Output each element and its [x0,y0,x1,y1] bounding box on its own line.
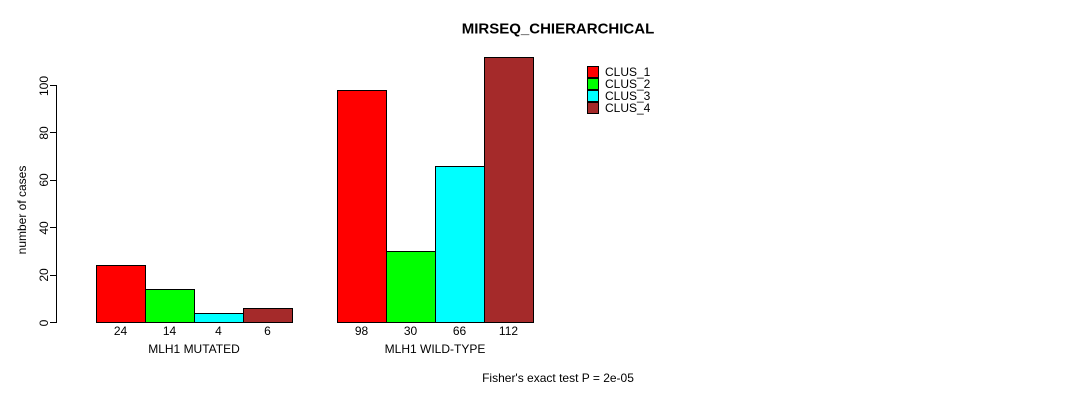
y-tick-label: 100 [37,75,51,96]
legend-item-clus-3: CLUS_3 [587,90,650,102]
group-label-mlh1-wild-type: MLH1 WILD-TYPE [384,342,486,356]
y-axis-line [56,85,57,323]
bar-clus-3-mlh1-wild-type [435,166,485,323]
bar-clus-3-mlh1-mutated [194,313,244,323]
y-tick [50,227,56,229]
y-tick [50,179,56,181]
y-tick [50,274,56,276]
bar-clus-1-mlh1-mutated [96,265,146,323]
chart-title: MIRSEQ_CHIERARCHICAL [461,20,655,38]
bar-value-label: 4 [215,324,222,338]
annotation-text: Fisher's exact test P = 2e-05 [482,371,634,385]
legend: CLUS_1 CLUS_2 CLUS_3 CLUS_4 [587,66,650,114]
y-tick-label: 20 [37,268,51,282]
group-label-mlh1-mutated: MLH1 MUTATED [148,342,240,356]
legend-swatch-clus-2 [587,78,599,90]
y-tick [50,322,56,323]
y-axis-label: number of cases [15,165,29,255]
y-tick-label: 0 [37,319,51,326]
bar-value-label: 112 [498,324,519,338]
legend-swatch-clus-1 [587,66,599,78]
legend-item-clus-4: CLUS_4 [587,102,650,114]
bar-value-label: 30 [403,324,418,338]
bar-value-label: 14 [162,324,177,338]
bar-clus-1-mlh1-wild-type [337,90,387,323]
y-tick [50,85,56,86]
bar-clus-2-mlh1-mutated [145,289,195,323]
legend-swatch-clus-4 [587,102,599,114]
legend-swatch-clus-3 [587,90,599,102]
bar-value-label: 6 [264,324,271,338]
legend-label: CLUS_3 [605,89,651,103]
bar-clus-2-mlh1-wild-type [386,251,436,323]
legend-item-clus-2: CLUS_2 [587,78,650,90]
y-tick-label: 60 [37,173,51,187]
legend-label: CLUS_2 [605,77,651,91]
bar-clus-4-mlh1-wild-type [484,57,534,323]
legend-label: CLUS_4 [605,101,651,115]
legend-item-clus-1: CLUS_1 [587,66,650,78]
y-tick [50,132,56,134]
bar-value-label: 98 [354,324,369,338]
bar-value-label: 24 [113,324,128,338]
bar-value-label: 66 [452,324,467,338]
y-tick-label: 40 [37,221,51,235]
bar-clus-4-mlh1-mutated [243,308,293,323]
y-tick-label: 80 [37,126,51,140]
legend-label: CLUS_1 [605,65,651,79]
